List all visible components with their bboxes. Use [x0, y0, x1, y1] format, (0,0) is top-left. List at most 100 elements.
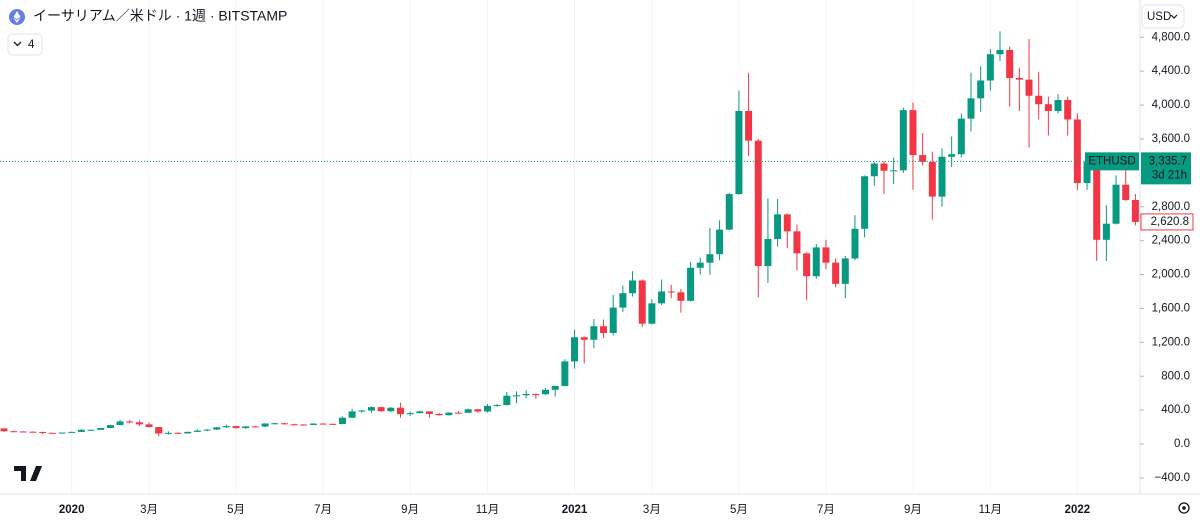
- tradingview-logo[interactable]: [14, 466, 42, 481]
- candle-body: [48, 432, 56, 434]
- candle-body: [561, 361, 569, 386]
- countdown-label: 3d 21h: [1152, 169, 1187, 181]
- candle-body: [812, 247, 820, 277]
- candle-body: [687, 267, 695, 301]
- candle-body: [493, 405, 501, 407]
- candle-body: [329, 423, 337, 425]
- candle-body: [522, 394, 530, 396]
- x-tick-label: 9月: [401, 504, 419, 516]
- currency-button[interactable]: [1141, 4, 1185, 29]
- y-tick-label: 2,400.0: [1152, 235, 1190, 247]
- candle-body: [164, 432, 172, 434]
- candle-body: [580, 337, 588, 340]
- candle-body: [590, 326, 598, 340]
- candle-body: [513, 395, 521, 397]
- x-tick-label: 3月: [140, 504, 158, 516]
- last-price-box: [1140, 213, 1194, 231]
- candle-body: [58, 432, 66, 434]
- candle-body: [1006, 49, 1014, 78]
- x-tick-label: 11月: [979, 504, 1002, 516]
- candle-body: [1083, 161, 1091, 184]
- candle-body: [484, 405, 491, 412]
- candle-body: [1025, 79, 1033, 96]
- candle-body: [280, 423, 288, 425]
- candle-body: [464, 409, 472, 413]
- candle-body: [783, 214, 791, 232]
- candle-body: [39, 431, 47, 433]
- candle-body: [126, 421, 134, 423]
- candle-body: [832, 262, 840, 284]
- candle-body: [406, 413, 414, 415]
- eth-glyph: [13, 11, 21, 23]
- candle-body: [503, 395, 511, 406]
- indicator-toggle[interactable]: [7, 33, 43, 56]
- candle-body: [1054, 99, 1062, 112]
- candle-body: [290, 424, 298, 426]
- y-tick-label: 400.0: [1161, 404, 1190, 416]
- settings-icon[interactable]: [1178, 502, 1190, 514]
- y-tick-label: 4,400.0: [1152, 65, 1190, 77]
- price-label-box: [1141, 152, 1191, 185]
- candle-body: [754, 140, 762, 267]
- candle-body: [957, 118, 965, 155]
- y-tick-label: 1,200.0: [1152, 336, 1190, 348]
- symbol-label: ETHUSD: [1088, 155, 1135, 167]
- candle-body: [609, 307, 617, 334]
- y-tick-label: 0.0: [1174, 438, 1190, 450]
- candle-body: [145, 424, 153, 428]
- candle-body: [425, 411, 433, 414]
- candle-body: [851, 228, 859, 259]
- x-tick-label: 5月: [730, 504, 748, 516]
- candle-body: [928, 161, 936, 197]
- candle-body: [116, 421, 124, 426]
- candle-body: [735, 111, 743, 195]
- candle-body: [445, 412, 453, 416]
- candle-body: [193, 430, 201, 432]
- y-tick-label: 4,000.0: [1152, 99, 1190, 111]
- candle-body: [155, 427, 163, 434]
- candle-body: [996, 49, 1004, 55]
- candle-body: [184, 431, 192, 434]
- candle-body: [542, 389, 550, 395]
- candle-body: [435, 413, 443, 416]
- candle-body: [319, 423, 327, 425]
- candle-body: [571, 337, 579, 362]
- candle-body: [174, 432, 182, 434]
- candle-body: [213, 427, 221, 430]
- candle-body: [1093, 161, 1101, 240]
- candle-body: [1044, 104, 1052, 112]
- candle-body: [725, 194, 733, 230]
- x-tick-label: 2022: [1065, 504, 1091, 516]
- candle-body: [600, 326, 608, 334]
- candle-body: [909, 110, 917, 156]
- candle-body: [358, 410, 366, 412]
- candle-body: [1035, 95, 1043, 105]
- price-label: 3,335.7: [1149, 155, 1187, 167]
- candle-body: [890, 170, 898, 172]
- candle-body: [387, 407, 395, 412]
- candle-body: [803, 253, 811, 277]
- candle-body: [135, 422, 143, 425]
- candle-body: [648, 303, 656, 324]
- x-tick-label: 2020: [59, 504, 85, 516]
- candle-body: [106, 425, 114, 428]
- candle-body: [1131, 199, 1139, 222]
- x-tick-label: 5月: [227, 504, 245, 516]
- y-tick-label: 2,000.0: [1152, 269, 1190, 281]
- candle-body: [706, 254, 714, 263]
- candle-body: [87, 429, 95, 431]
- y-tick-label: 800.0: [1161, 370, 1190, 382]
- candle-body: [251, 426, 259, 428]
- candle-body: [348, 411, 356, 418]
- candle-body: [1122, 184, 1130, 200]
- y-tick-label: 4,800.0: [1152, 31, 1190, 43]
- candle-body: [271, 423, 279, 425]
- candle-body: [948, 154, 956, 157]
- candle-body: [338, 417, 346, 425]
- candle-body: [1102, 223, 1110, 240]
- x-tick-label: 11月: [476, 504, 499, 516]
- candle-body: [222, 426, 230, 428]
- y-tick-label: 2,800.0: [1152, 201, 1190, 213]
